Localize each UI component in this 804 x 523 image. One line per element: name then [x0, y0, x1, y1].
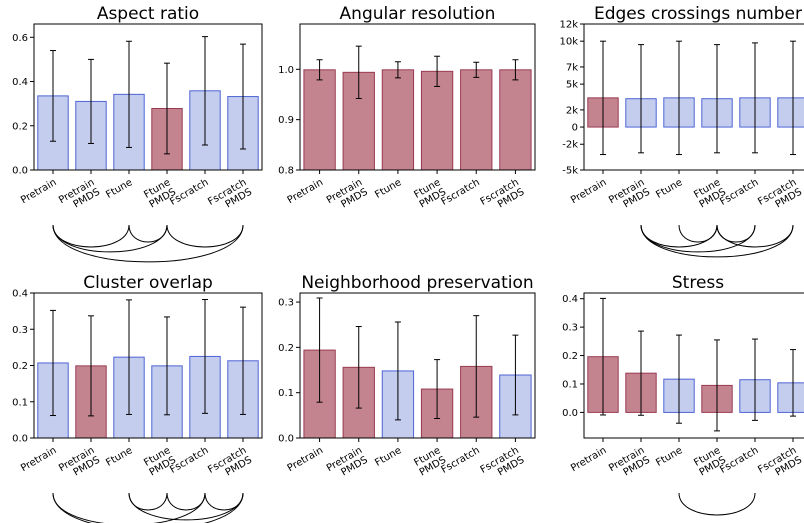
x-tick-label: FscratchPMDS — [756, 177, 804, 217]
significance-arc — [52, 492, 206, 523]
chart-title: Edges crossings number — [594, 4, 802, 24]
plot-frame — [299, 292, 536, 439]
x-tick-label: Pretrain — [286, 177, 325, 206]
significance-arc — [52, 224, 130, 248]
y-tick-label: 0.1 — [278, 388, 294, 399]
y-tick-label: 7k — [566, 62, 578, 73]
chart-panel: Angular resolution 0.8 0.9 1.0 Pretrain Pretr… — [278, 4, 536, 217]
significance-arc — [128, 492, 244, 521]
significance-arc — [128, 492, 168, 511]
x-tick-label: Pretrain — [19, 445, 58, 474]
y-tick-label: 0.3 — [562, 323, 578, 334]
plot-frame — [299, 23, 536, 171]
bar — [777, 382, 804, 413]
y-tick-label: 0.0 — [12, 166, 28, 177]
plot-frame — [583, 23, 804, 171]
chart-title: Aspect ratio — [97, 4, 199, 24]
bar — [777, 97, 804, 128]
chart-panel: Aspect ratio 0.0 0.2 0.4 0.6 PretrainPretrain… — [12, 4, 263, 263]
y-tick-label: 0.2 — [12, 361, 28, 372]
significance-arc — [716, 224, 756, 243]
significance-arc — [166, 224, 244, 248]
y-tick-label: 0.2 — [278, 343, 294, 354]
y-tick-label: 0.1 — [562, 379, 578, 390]
y-tick-label: 2k — [566, 105, 578, 116]
x-tick-label: PretrainPMDS — [607, 177, 652, 216]
significance-arc — [52, 224, 244, 263]
significance-arc — [52, 492, 244, 523]
x-tick-label: FscratchPMDS — [756, 445, 804, 485]
x-tick-label: FscratchPMDS — [479, 445, 527, 485]
x-tick-label: Pretrain — [569, 445, 608, 474]
significance-arc — [166, 492, 206, 511]
significance-arc — [640, 224, 794, 258]
y-tick-label: 0.8 — [278, 166, 294, 177]
x-tick-label: Pretrain — [286, 445, 325, 474]
y-tick-label: 0.4 — [562, 294, 578, 305]
y-tick-label: 0.0 — [562, 408, 578, 419]
plot-frame — [583, 292, 804, 439]
chart-title: Angular resolution — [340, 4, 496, 24]
y-tick-label: 0.3 — [12, 325, 28, 336]
x-tick-label: Ftune — [373, 177, 403, 201]
x-tick-label: Ftune — [654, 177, 684, 201]
y-tick-label: 0.2 — [562, 351, 578, 362]
y-tick-label: 0.4 — [12, 77, 28, 88]
x-tick-label: Ftune — [104, 177, 134, 201]
y-tick-label: 12k — [559, 20, 578, 31]
bar — [381, 69, 415, 171]
x-tick-label: FscratchPMDS — [206, 177, 254, 217]
y-tick-label: 0.0 — [12, 434, 28, 445]
y-tick-label: 10k — [559, 37, 578, 48]
x-tick-label: PretrainPMDS — [325, 445, 370, 484]
x-tick-label: FscratchPMDS — [206, 445, 254, 485]
significance-arc — [128, 224, 168, 243]
x-tick-label: PretrainPMDS — [57, 445, 102, 484]
y-tick-label: 0.3 — [278, 298, 294, 309]
x-tick-label: Pretrain — [19, 177, 58, 206]
y-tick-label: 1.0 — [278, 65, 294, 76]
x-tick-label: PretrainPMDS — [607, 445, 652, 484]
y-tick-label: 0.9 — [278, 115, 294, 126]
chart-title: Cluster overlap — [83, 273, 213, 293]
bar — [499, 69, 532, 171]
y-tick-label: -2k — [562, 140, 578, 151]
x-tick-label: PretrainPMDS — [325, 177, 370, 216]
x-tick-label: Pretrain — [569, 177, 608, 206]
x-tick-label: FscratchPMDS — [479, 177, 527, 217]
plot-frame — [33, 23, 263, 171]
chart-title: Neighborhood preservation — [301, 273, 533, 293]
chart-panel: Neighborhood preservation 0.0 0.1 0.2 0.3 Pre… — [278, 273, 536, 485]
y-tick-label: 5k — [566, 80, 578, 91]
chart-title: Stress — [672, 273, 724, 293]
significance-arc — [52, 224, 168, 253]
y-tick-label: 0.0 — [278, 434, 294, 445]
y-tick-label: 0.2 — [12, 121, 28, 132]
bar — [460, 69, 493, 171]
significance-arc — [716, 224, 794, 248]
significance-arc — [204, 492, 244, 511]
x-tick-label: Ftune — [654, 445, 684, 469]
chart-panel: Cluster overlap 0.0 0.1 0.2 0.3 0.4 PretrainPr… — [12, 273, 263, 523]
y-tick-label: 0.6 — [12, 33, 28, 44]
x-tick-label: Ftune — [373, 445, 403, 469]
chart-panel: Edges crossings number -5k -2k 0 2k 5k 7k 10k 12… — [559, 4, 804, 258]
chart-panel: Stress 0.0 0.1 0.2 0.3 0.4 PretrainPretrainPMD… — [562, 273, 804, 516]
x-tick-label: PretrainPMDS — [57, 177, 102, 216]
bar — [420, 70, 454, 171]
significance-arc — [640, 224, 756, 253]
y-tick-label: 0 — [572, 123, 578, 134]
y-tick-label: 0.4 — [12, 289, 28, 300]
significance-arc — [678, 492, 756, 516]
bar — [303, 69, 336, 171]
y-tick-label: 0.1 — [12, 397, 28, 408]
significance-arc — [678, 224, 718, 243]
x-tick-label: Ftune — [104, 445, 134, 469]
y-tick-label: -5k — [562, 166, 578, 177]
